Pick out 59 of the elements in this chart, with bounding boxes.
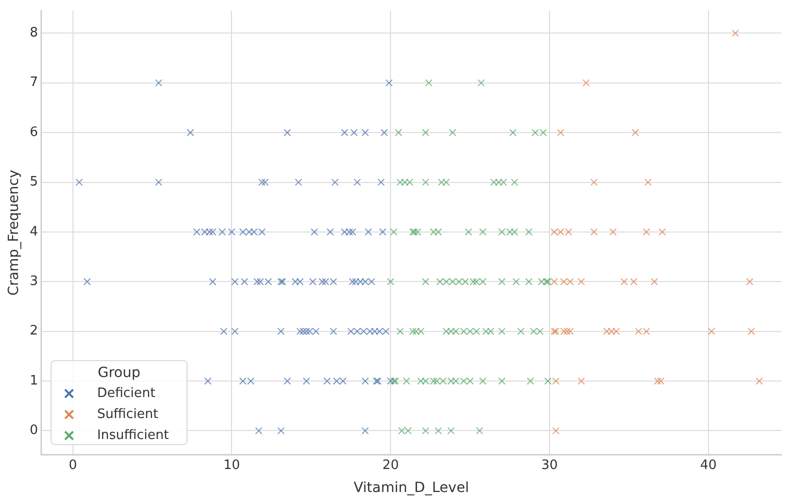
point: [658, 228, 666, 236]
point: [630, 278, 638, 286]
x-tick-label: 0: [68, 458, 77, 473]
y-tick-label: 2: [30, 324, 38, 339]
point: [556, 128, 564, 136]
point: [550, 278, 558, 286]
legend-title: Group: [98, 365, 140, 382]
y-tick-label: 4: [30, 224, 38, 240]
point: [566, 328, 574, 336]
point: [608, 328, 616, 336]
point: [642, 228, 650, 236]
point: [578, 377, 585, 385]
y-tick-label: 5: [30, 174, 38, 190]
x-tick-label: 30: [541, 458, 558, 473]
point: [634, 328, 642, 336]
point: [552, 377, 560, 385]
y-tick-label: 1: [30, 373, 38, 388]
point: [560, 328, 568, 336]
point: [564, 228, 572, 236]
legend-label: Insufficient: [97, 428, 169, 443]
point: [590, 228, 598, 236]
point: [644, 178, 652, 186]
point: [654, 377, 662, 385]
point: [552, 328, 560, 336]
legend-label: Deficient: [97, 386, 156, 401]
point: [556, 228, 564, 236]
point: [603, 328, 610, 336]
point: [550, 228, 558, 236]
point: [620, 278, 628, 286]
point: [582, 79, 590, 87]
x-tick-label: 20: [382, 458, 399, 473]
point: [657, 377, 664, 385]
x-axis-title: Vitamin_D_Level: [354, 480, 469, 496]
y-tick-label: 0: [30, 423, 38, 438]
y-tick-label: 6: [30, 124, 38, 140]
point: [650, 278, 658, 286]
x-tick-label: 40: [700, 458, 717, 473]
point: [552, 427, 560, 434]
x-tick-label: 10: [223, 458, 240, 473]
legend-label: Sufficient: [97, 406, 158, 422]
point: [550, 328, 558, 336]
y-tick-label: 3: [30, 274, 38, 290]
point: [590, 178, 598, 186]
point: [612, 328, 620, 336]
y-axis-title: Cramp_Frequency: [6, 170, 22, 296]
point: [748, 328, 755, 336]
point: [756, 377, 763, 385]
point: [563, 328, 571, 336]
point: [560, 278, 568, 286]
point: [609, 228, 617, 236]
point: [578, 278, 585, 286]
point: [642, 328, 650, 336]
point: [732, 29, 740, 37]
point: [708, 328, 716, 336]
point: [566, 278, 574, 286]
y-tick-label: 7: [30, 75, 38, 90]
point: [746, 278, 754, 286]
y-tick-label: 8: [30, 26, 38, 41]
point: [632, 128, 640, 136]
